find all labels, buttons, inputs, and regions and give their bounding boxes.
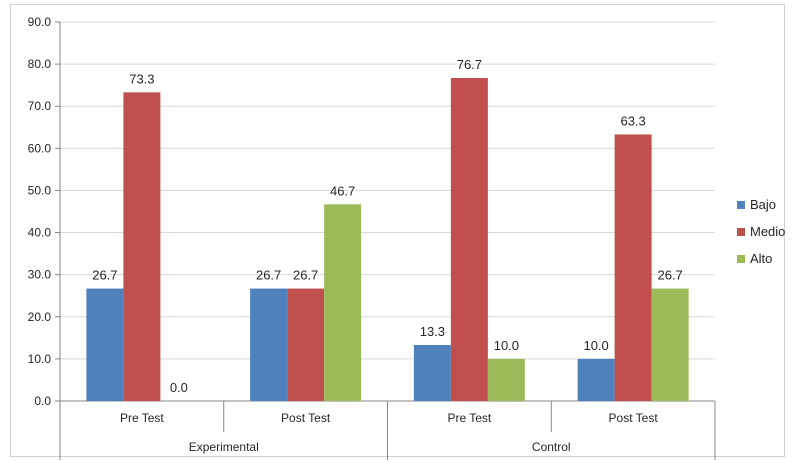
x-category-label: Post Test bbox=[281, 411, 331, 425]
y-tick-label: 40.0 bbox=[28, 226, 52, 240]
y-tick-label: 90.0 bbox=[28, 15, 52, 29]
data-label: 63.3 bbox=[620, 113, 645, 128]
y-tick-label: 10.0 bbox=[28, 352, 52, 366]
y-tick-label: 70.0 bbox=[28, 99, 52, 113]
bar-bajo bbox=[413, 344, 451, 401]
bar-bajo bbox=[86, 288, 124, 401]
y-tick-label: 60.0 bbox=[28, 141, 52, 155]
y-tick-label: 0.0 bbox=[34, 394, 51, 408]
legend-swatch-alto bbox=[737, 255, 745, 263]
x-group-label: Control bbox=[532, 440, 571, 454]
y-tick-label: 80.0 bbox=[28, 57, 52, 71]
legend-label-alto: Alto bbox=[750, 251, 772, 266]
data-label: 26.7 bbox=[256, 268, 281, 283]
data-label: 10.0 bbox=[494, 338, 519, 353]
y-tick-label: 30.0 bbox=[28, 268, 52, 282]
x-group-label: Experimental bbox=[189, 440, 259, 454]
data-label: 26.7 bbox=[657, 268, 682, 283]
bar-alto bbox=[651, 288, 689, 401]
bar-alto bbox=[324, 204, 362, 401]
x-category-label: Post Test bbox=[609, 411, 659, 425]
data-label: 73.3 bbox=[129, 71, 154, 86]
legend-label-bajo: Bajo bbox=[750, 197, 776, 212]
bar-medio bbox=[123, 92, 161, 401]
data-label: 76.7 bbox=[457, 57, 482, 72]
bar-alto bbox=[487, 358, 525, 401]
legend-label-medio: Medio bbox=[750, 224, 785, 239]
data-label: 26.7 bbox=[293, 268, 318, 283]
data-label: 26.7 bbox=[92, 268, 117, 283]
bar-medio bbox=[450, 78, 488, 401]
y-tick-label: 20.0 bbox=[28, 310, 52, 324]
bar-bajo bbox=[250, 288, 288, 401]
y-tick-label: 50.0 bbox=[28, 183, 52, 197]
data-label: 0.0 bbox=[170, 380, 188, 395]
legend-swatch-medio bbox=[737, 228, 745, 236]
data-label: 10.0 bbox=[583, 338, 608, 353]
x-category-label: Pre Test bbox=[120, 411, 164, 425]
bar-medio bbox=[614, 134, 652, 402]
data-label: 46.7 bbox=[330, 183, 355, 198]
legend-swatch-bajo bbox=[737, 201, 745, 209]
bar-bajo bbox=[577, 358, 615, 401]
bar-medio bbox=[287, 288, 325, 401]
data-label: 13.3 bbox=[420, 324, 445, 339]
x-category-label: Pre Test bbox=[447, 411, 491, 425]
